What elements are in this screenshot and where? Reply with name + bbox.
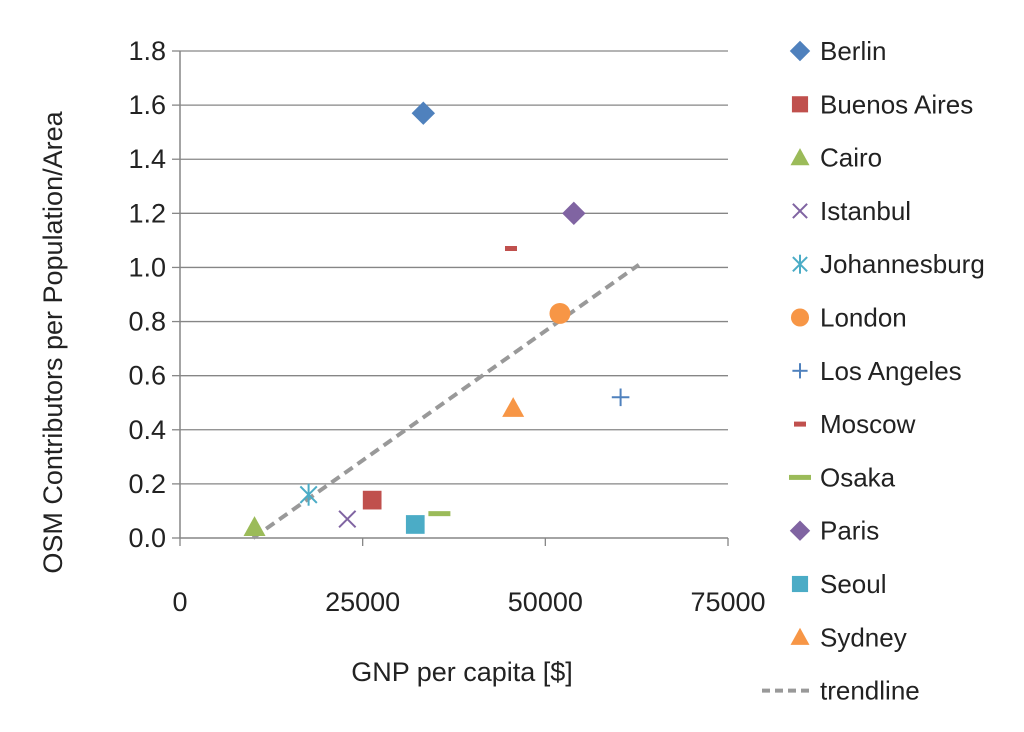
y-tick-label: 0.6	[128, 361, 166, 391]
point-seoul	[405, 515, 425, 534]
data-points	[243, 101, 630, 536]
legend-marker-istanbul	[792, 203, 808, 219]
legend-item-buenos-aires: Buenos Aires	[791, 89, 973, 119]
legend-item-osaka: Osaka	[789, 462, 896, 492]
y-tick-label: 1.2	[128, 198, 166, 228]
legend-label-moscow: Moscow	[820, 409, 916, 439]
legend-marker-los-angeles	[792, 363, 808, 379]
y-tick-label: 1.0	[128, 252, 166, 282]
legend-item-johannesburg: Johannesburg	[792, 249, 985, 279]
legend-marker-osaka	[789, 474, 811, 480]
legend-marker-buenos-aires	[791, 96, 809, 113]
x-tick-label: 0	[172, 587, 187, 617]
legend-item-istanbul: Istanbul	[792, 196, 911, 226]
y-axis-title: OSM Contributors per Population/Area	[38, 110, 68, 573]
legend-item-sydney: Sydney	[790, 622, 907, 652]
legend-label-osaka: Osaka	[820, 462, 896, 492]
legend-marker-seoul	[791, 575, 809, 593]
y-tick-label: 0.2	[128, 469, 166, 499]
legend-item-trendline: trendline	[762, 676, 920, 706]
legend-label-london: London	[820, 303, 907, 333]
legend-label-johannesburg: Johannesburg	[820, 249, 985, 279]
trendline-layer	[251, 263, 641, 540]
point-moscow	[504, 246, 517, 252]
x-tick-label: 25000	[325, 587, 400, 617]
x-axis-title: GNP per capita [$]	[351, 657, 573, 687]
point-berlin	[411, 101, 436, 125]
x-tick-label: 75000	[690, 587, 765, 617]
point-paris	[562, 201, 586, 226]
legend-item-moscow: Moscow	[794, 409, 916, 439]
legend-item-cairo: Cairo	[790, 143, 882, 173]
legend-item-london: London	[790, 303, 907, 333]
gridlines	[180, 50, 728, 485]
point-istanbul	[338, 510, 357, 529]
legend-item-berlin: Berlin	[789, 36, 886, 66]
y-tick-label: 0.0	[128, 523, 166, 553]
legend-marker-moscow	[794, 421, 806, 427]
legend-marker-berlin	[789, 40, 811, 62]
legend-label-los-angeles: Los Angeles	[820, 356, 962, 386]
point-cairo	[243, 516, 266, 536]
x-tick-label: 50000	[508, 587, 583, 617]
legend-label-buenos-aires: Buenos Aires	[820, 89, 973, 119]
legend-marker-cairo	[790, 148, 810, 166]
point-london	[549, 302, 571, 324]
legend: Berlin Buenos Aires Cairo Istanbul Johannesb…	[762, 36, 985, 706]
legend-marker-sydney	[790, 627, 810, 645]
point-johannesburg	[299, 483, 318, 506]
legend-label-paris: Paris	[820, 516, 879, 546]
y-tick-label: 1.6	[128, 90, 166, 120]
y-tick-label: 1.4	[128, 144, 166, 174]
marker-stroke	[338, 510, 357, 529]
marker-stroke	[792, 203, 808, 219]
axes: 0.0 0.2 0.4 0.6 0.8 1.0 1.2 1.4 1.6 1.8 0 25000 5000…	[128, 36, 765, 617]
point-sydney	[502, 397, 525, 417]
legend-item-paris: Paris	[789, 516, 879, 546]
legend-label-sydney: Sydney	[820, 622, 907, 652]
y-tick-label: 0.4	[128, 415, 166, 445]
legend-marker-london	[790, 308, 810, 327]
legend-item-los-angeles: Los Angeles	[792, 356, 962, 386]
legend-label-trendline: trendline	[820, 676, 920, 706]
legend-marker-johannesburg	[792, 254, 808, 274]
y-tick-label: 0.8	[128, 307, 166, 337]
legend-label-cairo: Cairo	[820, 143, 882, 173]
y-tick-label: 1.8	[128, 36, 166, 66]
legend-label-seoul: Seoul	[820, 569, 887, 599]
legend-marker-paris	[789, 520, 811, 541]
point-osaka	[428, 511, 451, 517]
point-los-angeles	[611, 388, 630, 407]
trendline	[251, 263, 641, 540]
legend-label-berlin: Berlin	[820, 36, 886, 66]
point-buenos-aires	[362, 490, 382, 510]
legend-item-seoul: Seoul	[791, 569, 887, 599]
legend-label-istanbul: Istanbul	[820, 196, 911, 226]
